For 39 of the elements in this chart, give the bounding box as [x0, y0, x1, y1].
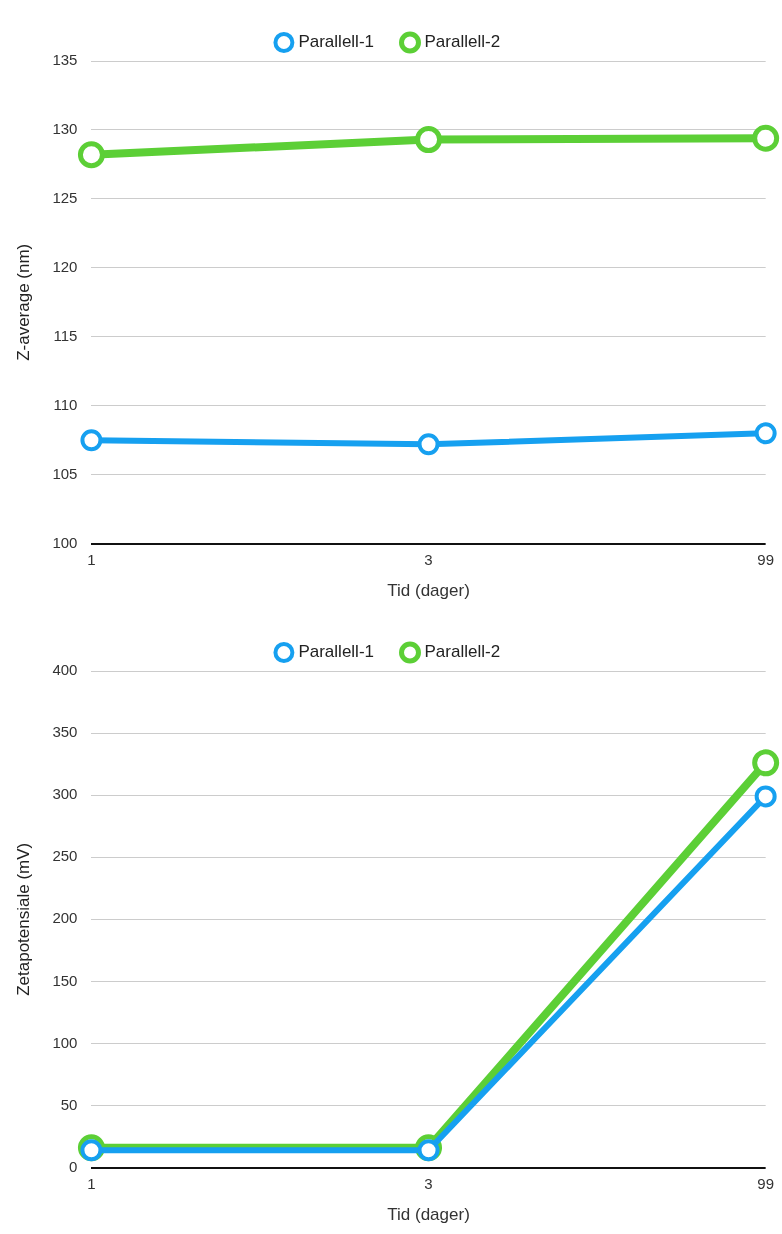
y-tick-label: 200 — [52, 909, 78, 927]
legend-label: Parallell-2 — [424, 32, 501, 52]
y-tick-label: 130 — [52, 120, 78, 138]
legend-label: Parallell-1 — [298, 642, 375, 662]
legend-label: Parallell-2 — [424, 642, 501, 662]
x-axis-title: Tid (dager) — [387, 581, 470, 601]
x-axis-title: Tid (dager) — [387, 1205, 470, 1225]
point — [415, 126, 443, 154]
point — [754, 422, 777, 445]
y-tick-label: 300 — [52, 785, 78, 803]
y-tick-label: 135 — [52, 51, 78, 69]
y-axis-title: Z-average (nm) — [13, 243, 33, 361]
y-tick-label: 120 — [52, 257, 78, 275]
y-tick-label: 115 — [53, 326, 78, 344]
x-tick-label: 1 — [87, 1174, 96, 1192]
x-tick-label: 1 — [87, 550, 96, 568]
y-axis-title: Zetapotensiale (mV) — [13, 842, 33, 996]
y-tick-label: 50 — [60, 1095, 78, 1113]
x-tick-label: 99 — [757, 550, 774, 568]
y-tick-label: 105 — [52, 464, 78, 482]
y-tick-label: 150 — [52, 971, 78, 989]
y-tick-label: 125 — [52, 189, 78, 207]
x-tick-label: 99 — [757, 1174, 774, 1192]
legend-label: Parallell-1 — [298, 32, 375, 52]
x-tick-label: 3 — [424, 550, 433, 568]
y-tick-label: 100 — [52, 1033, 78, 1051]
point — [754, 785, 777, 808]
y-tick-label: 250 — [52, 847, 78, 865]
point — [752, 124, 780, 152]
y-tick-label: 100 — [52, 533, 78, 551]
y-tick-label: 110 — [53, 395, 78, 413]
y-tick-label: 0 — [69, 1157, 78, 1175]
point — [417, 433, 440, 456]
y-tick-label: 400 — [52, 661, 78, 679]
x-tick-label: 3 — [424, 1174, 433, 1192]
point — [80, 429, 103, 452]
point — [752, 749, 780, 777]
y-tick-label: 350 — [52, 723, 78, 741]
point — [77, 141, 105, 169]
